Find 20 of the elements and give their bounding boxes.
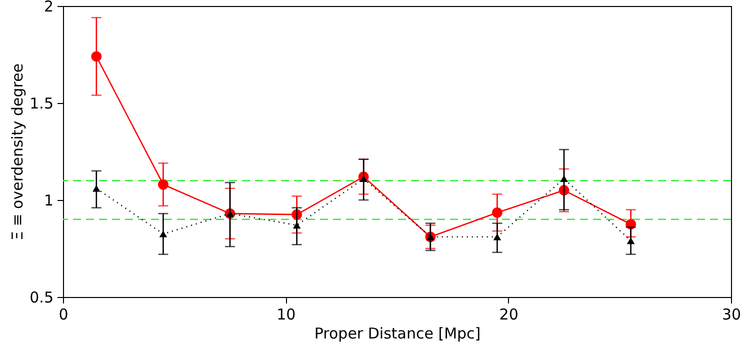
point: [560, 175, 568, 182]
point: [292, 222, 301, 229]
y-tick-label: 1.5: [30, 94, 54, 112]
point: [91, 51, 102, 62]
x-tick-label: 10: [276, 306, 296, 324]
y-tick-label: 1: [44, 192, 54, 210]
y-tick-label: 2: [44, 0, 54, 16]
y-axis-title: Ξ ≡ overdensity degree: [8, 63, 27, 241]
point: [159, 230, 168, 238]
x-axis-title: Proper Distance [Mpc]: [314, 324, 481, 342]
point: [626, 237, 635, 244]
point: [493, 234, 502, 240]
x-tick-label: 20: [499, 306, 518, 324]
point: [158, 179, 168, 190]
x-tick-label: 30: [722, 306, 741, 324]
point: [92, 185, 100, 192]
x-tick-label: 0: [58, 306, 68, 324]
point: [492, 207, 502, 218]
y-tick-label: 0.5: [30, 288, 54, 306]
point: [360, 175, 368, 182]
